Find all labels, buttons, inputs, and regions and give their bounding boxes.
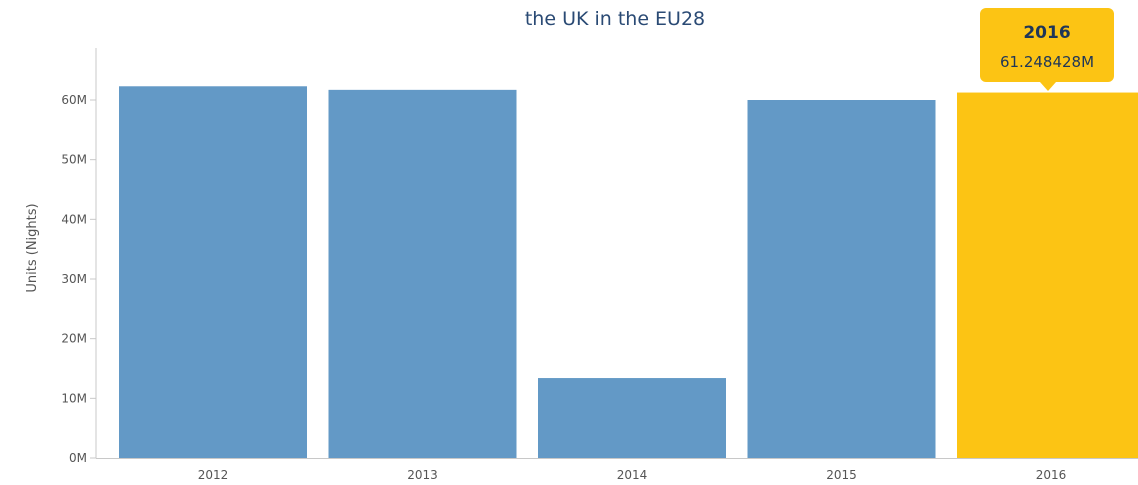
tooltip-box xyxy=(980,8,1114,82)
y-tick-label: 40M xyxy=(61,212,87,226)
bar-2014[interactable] xyxy=(538,378,726,458)
y-tick-label: 0M xyxy=(69,451,87,465)
chart-title: the UK in the EU28 xyxy=(525,8,705,30)
tooltip-value: 61.248428M xyxy=(1000,53,1094,71)
tooltip: 2016 61.248428M xyxy=(980,8,1114,91)
y-tick-label: 10M xyxy=(61,391,87,405)
x-tick-label: 2013 xyxy=(407,468,438,482)
tooltip-year: 2016 xyxy=(1023,23,1070,43)
x-tick-label: 2012 xyxy=(198,468,229,482)
bar-2016[interactable] xyxy=(957,92,1138,458)
y-tick-label: 60M xyxy=(61,93,87,107)
y-tick-label: 20M xyxy=(61,332,87,346)
y-axis: 0M 10M 20M 30M 40M 50M 60M xyxy=(61,48,97,465)
tooltip-pointer xyxy=(1040,82,1056,91)
x-tick-label: 2016 xyxy=(1036,468,1067,482)
bars-group xyxy=(119,86,1138,459)
bar-2013[interactable] xyxy=(328,89,517,459)
bar-2015[interactable] xyxy=(747,100,936,458)
x-tick-label: 2014 xyxy=(617,468,648,482)
x-axis: 2012 2013 2014 2015 2016 xyxy=(96,458,1138,482)
y-tick-label: 50M xyxy=(61,153,87,167)
bar-2012[interactable] xyxy=(119,86,307,458)
y-axis-label: Units (Nights) xyxy=(25,203,40,292)
x-tick-label: 2015 xyxy=(826,468,857,482)
y-tick-label: 30M xyxy=(61,272,87,286)
